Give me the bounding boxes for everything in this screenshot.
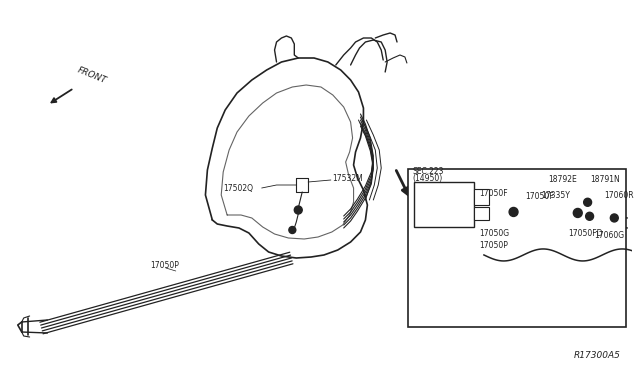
Text: (14950): (14950)	[412, 174, 442, 183]
Bar	[474, 189, 489, 205]
Text: 17050F: 17050F	[479, 189, 508, 198]
Text: 17532M: 17532M	[332, 173, 363, 183]
Bar	[414, 182, 474, 227]
Circle shape	[586, 212, 593, 220]
Text: 17050FD: 17050FD	[568, 229, 602, 238]
Text: 17050F: 17050F	[525, 192, 554, 201]
Text: 17502Q: 17502Q	[223, 183, 253, 192]
Text: 17335Y: 17335Y	[541, 191, 570, 200]
Text: FRONT: FRONT	[76, 65, 108, 85]
Bar	[408, 169, 626, 327]
Text: R17300A5: R17300A5	[573, 351, 620, 360]
Text: 18792E: 18792E	[548, 175, 577, 184]
Text: 18791N: 18791N	[591, 175, 620, 184]
Text: 17050P: 17050P	[479, 241, 508, 250]
Circle shape	[294, 206, 302, 214]
Text: 17050P: 17050P	[150, 260, 179, 269]
Circle shape	[289, 227, 296, 234]
Text: SEC.223: SEC.223	[412, 167, 444, 176]
Circle shape	[584, 198, 591, 206]
Circle shape	[611, 214, 618, 222]
Circle shape	[573, 208, 582, 218]
Circle shape	[509, 208, 518, 217]
Text: 17050G: 17050G	[479, 229, 509, 238]
Text: 17060R: 17060R	[604, 191, 634, 200]
Text: 17060G: 17060G	[595, 231, 625, 240]
Bar	[474, 207, 489, 220]
